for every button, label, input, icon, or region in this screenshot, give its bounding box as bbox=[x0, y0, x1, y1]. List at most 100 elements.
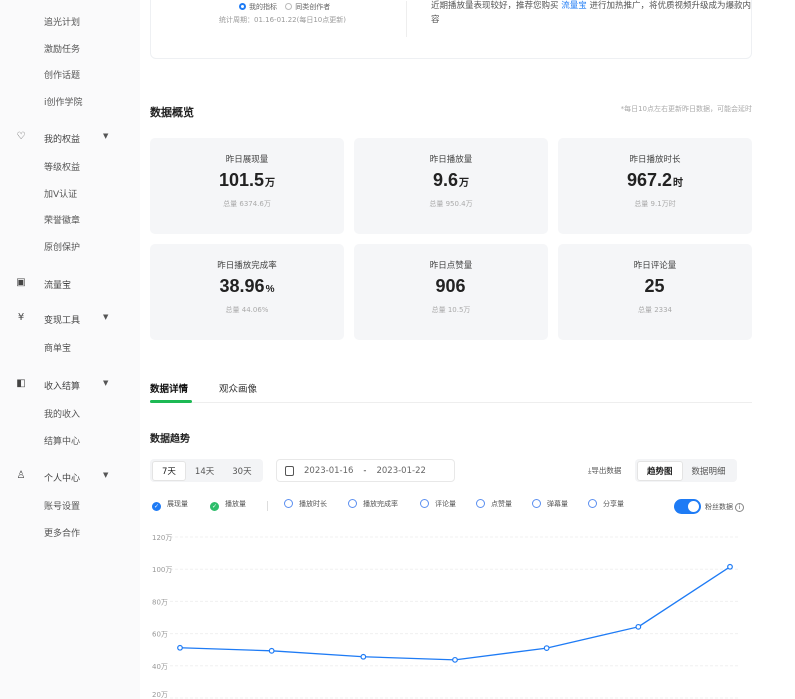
sidebar-group-4[interactable]: ♙ 个人中心 ▼ bbox=[0, 467, 140, 487]
sidebar-item[interactable]: 账号设置 bbox=[44, 502, 81, 512]
stat-label: 昨日点赞量 bbox=[429, 261, 473, 271]
metric-label: 播放完成率 bbox=[363, 500, 398, 508]
sidebar-item[interactable]: 激励任务 bbox=[44, 44, 81, 55]
tab-data-details[interactable]: 数据详情 bbox=[150, 384, 189, 395]
user-icon: ♙ bbox=[16, 470, 26, 481]
caret-down-icon[interactable]: ▼ bbox=[103, 471, 109, 479]
sidebar-group-1[interactable]: ▣ 流量宝 bbox=[0, 274, 140, 294]
stat-value-wrap: 906 bbox=[354, 276, 548, 297]
range-30d[interactable]: 30天 bbox=[232, 466, 252, 477]
circle-icon bbox=[284, 499, 293, 508]
sidebar: 追光计划激励任务创作话题 i创作学院 ♡ 我的权益 ▼ 等级权益加V认证荣誉徽章原创保护 ▣… bbox=[0, 0, 140, 699]
circle-icon bbox=[532, 499, 541, 508]
sidebar-group-label: 个人中心 bbox=[44, 474, 81, 484]
sidebar-item[interactable]: 更多合作 bbox=[44, 528, 81, 539]
stat-label: 昨日播放量 bbox=[429, 155, 473, 165]
export-label: 导出数据 bbox=[591, 466, 622, 475]
data-point[interactable] bbox=[177, 644, 183, 651]
stat-value: 906 bbox=[435, 276, 466, 296]
sidebar-item[interactable]: 追光计划 bbox=[44, 18, 81, 28]
sidebar-item[interactable]: 原创保护 bbox=[44, 242, 81, 253]
date-start: 2023-01-16 bbox=[304, 465, 354, 476]
stat-label: 昨日展现量 bbox=[225, 155, 269, 165]
metric-checkbox[interactable]: ✓ 展现量 bbox=[152, 499, 188, 511]
metric-divider bbox=[267, 501, 268, 511]
view-data-detail[interactable]: 数据明细 bbox=[691, 466, 726, 477]
sidebar-item[interactable]: 商单宝 bbox=[44, 344, 72, 354]
metric-label: 展现量 bbox=[167, 500, 188, 508]
stat-period: 统计周期：01.16-01.22(每日10点更新) bbox=[219, 16, 346, 24]
metric-checkbox[interactable]: ✓ 播放量 bbox=[210, 499, 246, 511]
sidebar-group-2[interactable]: ¥ 变现工具 ▼ bbox=[0, 309, 140, 329]
summary-card: 我的指标 同类创作者 统计周期：01.16-01.22(每日10点更新) 近期播… bbox=[150, 0, 752, 59]
download-icon: ⤓ bbox=[588, 466, 592, 475]
stat-value: 967.2 bbox=[626, 170, 673, 190]
circle-icon bbox=[348, 499, 357, 508]
stat-label: 昨日播放完成率 bbox=[217, 261, 277, 271]
caret-down-icon[interactable]: ▼ bbox=[103, 379, 109, 387]
export-button[interactable]: ⤓导出数据 bbox=[588, 465, 621, 476]
stat-unit: 时 bbox=[673, 178, 684, 189]
sidebar-item[interactable]: i创作学院 bbox=[44, 97, 83, 108]
tab-audience-profile[interactable]: 观众画像 bbox=[219, 384, 258, 395]
sidebar-group-0[interactable]: ♡ 我的权益 ▼ bbox=[0, 128, 140, 148]
radio-similar-creators[interactable]: 同类创作者 bbox=[279, 3, 330, 11]
diamond-icon: ♡ bbox=[16, 131, 26, 142]
sidebar-item[interactable]: 我的收入 bbox=[44, 410, 81, 420]
stat-value-wrap: 967.2时 bbox=[558, 170, 752, 191]
info-icon[interactable]: i bbox=[735, 503, 745, 512]
sidebar-group-label: 变现工具 bbox=[44, 316, 81, 326]
promo-tip: 近期播放量表现较好，推荐您购买 流量宝 进行加热推广，将优质视频升级成为爆款内容 bbox=[431, 0, 751, 27]
circle-icon bbox=[588, 499, 597, 508]
caret-down-icon[interactable]: ▼ bbox=[103, 313, 109, 321]
range-14d[interactable]: 14天 bbox=[194, 466, 215, 477]
stat-total: 总量 44.06% bbox=[225, 306, 269, 314]
metric-checkbox[interactable]: 评论量 bbox=[420, 499, 456, 509]
range-selector: 7天 14天 30天 bbox=[150, 459, 263, 482]
stat-label: 昨日评论量 bbox=[633, 261, 677, 271]
data-point[interactable] bbox=[268, 647, 275, 654]
stat-card: 昨日展现量 101.5万总量 6374.6万 bbox=[150, 138, 344, 234]
date-end: 2023-01-22 bbox=[376, 465, 426, 476]
liuliangbao-link[interactable]: 流量宝 bbox=[561, 1, 587, 11]
metric-label: 播放量 bbox=[225, 500, 246, 508]
range-7d[interactable]: 7天 bbox=[152, 460, 186, 481]
tip-text: 近期播放量表现较好，推荐您购买 bbox=[431, 1, 559, 11]
sidebar-item[interactable]: 荣誉徽章 bbox=[44, 216, 81, 226]
data-point[interactable] bbox=[360, 653, 367, 660]
metric-checkbox[interactable]: 点赞量 bbox=[476, 499, 512, 509]
stat-total: 总量 9.1万时 bbox=[634, 200, 676, 208]
stat-total: 总量 950.4万 bbox=[429, 200, 473, 208]
data-point[interactable] bbox=[543, 645, 550, 651]
wallet-icon: ◧ bbox=[16, 378, 26, 389]
data-point[interactable] bbox=[635, 623, 642, 630]
sidebar-item[interactable]: 创作话题 bbox=[44, 71, 81, 81]
stat-total: 总量 10.5万 bbox=[431, 306, 471, 314]
metric-checkbox[interactable]: 播放时长 bbox=[284, 499, 327, 509]
sidebar-group-label: 我的权益 bbox=[44, 135, 81, 145]
sidebar-group-label: 收入结算 bbox=[44, 382, 81, 392]
metric-checkbox[interactable]: 播放完成率 bbox=[348, 499, 398, 509]
fans-data-toggle[interactable] bbox=[674, 499, 701, 514]
sidebar-item[interactable]: 加V认证 bbox=[44, 189, 78, 200]
sidebar-item[interactable]: 结算中心 bbox=[44, 436, 81, 447]
date-range-picker[interactable]: 2023-01-16 - 2023-01-22 bbox=[276, 459, 455, 482]
y-tick-label: 60万 bbox=[152, 631, 168, 639]
stat-value-wrap: 101.5万 bbox=[150, 170, 344, 191]
stat-total: 总量 6374.6万 bbox=[223, 200, 271, 208]
view-trend-chart[interactable]: 趋势图 bbox=[637, 460, 683, 481]
stat-card: 昨日播放时长 967.2时 总量 9.1万时 bbox=[558, 138, 752, 234]
data-point[interactable] bbox=[452, 656, 458, 663]
yen-card-icon: ¥ bbox=[17, 312, 25, 323]
fans-data-label: 粉丝数据 i bbox=[705, 502, 745, 512]
metric-checkbox[interactable]: 弹幕量 bbox=[532, 499, 568, 509]
sidebar-group-3[interactable]: ◧ 收入结算 ▼ bbox=[0, 375, 140, 395]
metric-checkbox[interactable]: 分享量 bbox=[588, 499, 624, 509]
sidebar-item[interactable]: 等级权益 bbox=[44, 163, 81, 173]
trend-title: 数据趋势 bbox=[150, 434, 190, 445]
fans-label-text: 粉丝数据 bbox=[705, 503, 733, 511]
data-point[interactable] bbox=[727, 563, 733, 570]
divider bbox=[406, 1, 407, 37]
radio-my-indicators[interactable]: 我的指标 bbox=[239, 3, 277, 11]
caret-down-icon[interactable]: ▼ bbox=[103, 132, 109, 140]
